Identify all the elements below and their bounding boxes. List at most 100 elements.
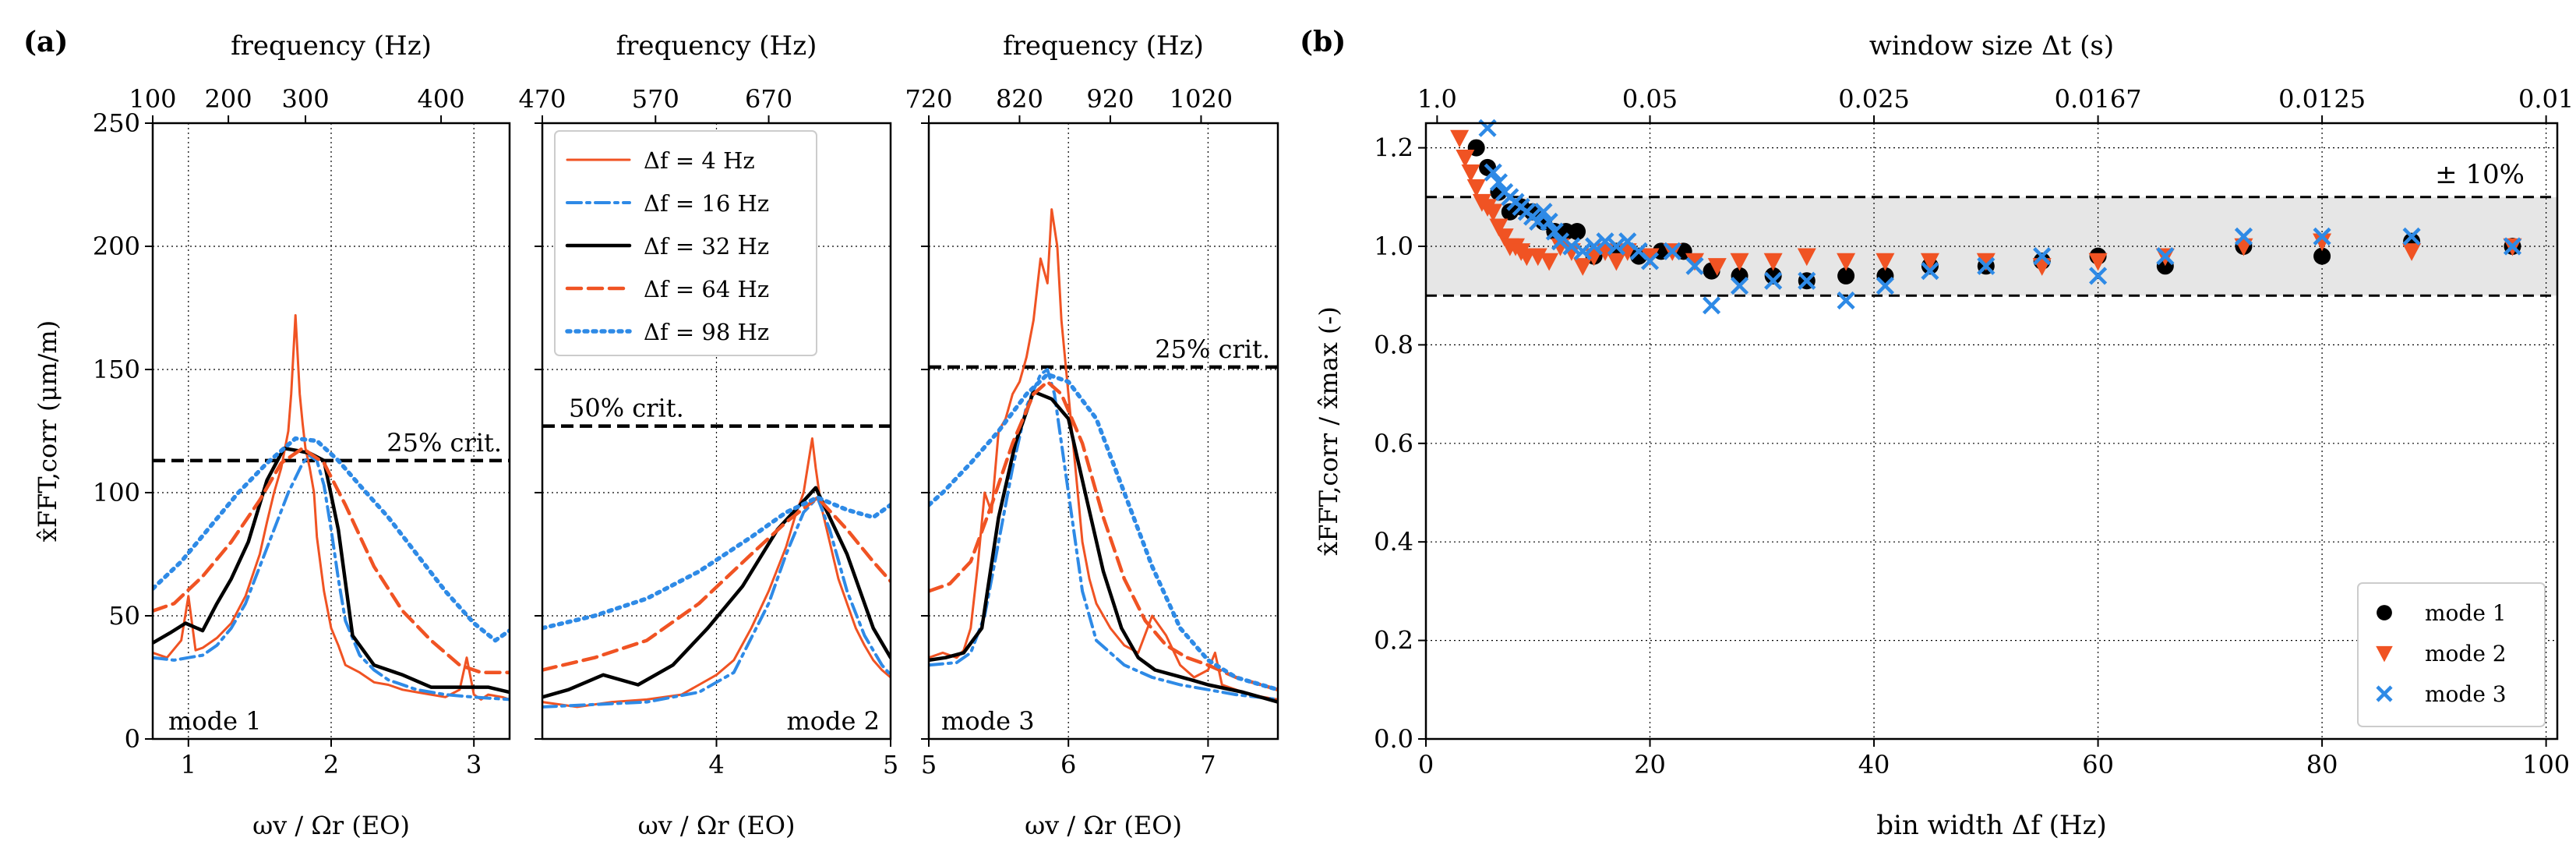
series-line-4 [153,446,510,674]
data-point [1456,150,1475,168]
x-axis-title: ωv / Ωr (EO) [638,811,796,840]
top-tick-label: 100 [129,84,176,114]
series-group [929,208,1278,704]
data-point [1837,253,1856,271]
data-point [2313,227,2331,246]
y-tick-label: 0.6 [1374,429,1413,458]
top-tick-label: 0.0167 [2055,84,2142,114]
data-point [1730,253,1749,271]
axes-frame [927,122,1279,741]
data-point [1764,271,1783,290]
data-point [1528,248,1547,267]
data-point [1876,276,1895,295]
chart-mode2: 4 5 470 570 670 frequency (Hz) ωv / Ωr (EO) 50%… [518,30,898,840]
x-tick-label: 1 [181,750,196,779]
top-tick-label: 920 [1086,84,1134,114]
data-point [1663,242,1681,260]
x-tick-label: 6 [1060,750,1076,779]
data-point [1976,253,1996,271]
top-tick-label: 1020 [1170,84,1233,114]
legend-marker-2 [2376,645,2393,663]
data-point [1921,262,1939,281]
data-point [2088,267,2108,285]
data-point [1640,252,1660,270]
data-point [1484,163,1502,182]
data-point [1450,129,1470,148]
legend-entry-1: mode 1 [2425,600,2507,626]
x-tick-label: 80 [2306,750,2338,779]
x-tick-label: 0 [1418,750,1434,779]
legend-box [2357,582,2546,727]
data-point [1977,256,1996,275]
series-line-5 [542,495,891,631]
x-tick-label: 3 [466,750,482,779]
x-tick-label: 5 [883,750,898,779]
threshold-label: 25% crit. [386,428,502,458]
series-legend: Δf = 4 Hz Δf = 16 Hz Δf = 32 Hz Δf = 64 Hz Δ… [554,130,817,356]
y-tick-label: 1.2 [1374,133,1413,163]
data-point [1484,203,1503,222]
series-line-3 [929,390,1278,704]
series-group [542,437,891,709]
data-point [1494,228,1514,246]
legend-entry-4: Δf = 64 Hz [644,276,769,302]
data-point [2402,243,2422,261]
panel-label-b: (b) [1300,26,1346,58]
legend-entry-2: Δf = 16 Hz [644,190,769,217]
data-point [1540,253,1559,271]
data-point [1607,237,1625,256]
top-tick-label: 0.025 [1838,84,1910,114]
data-point [1523,203,1541,221]
legend-entry-3: mode 3 [2425,681,2507,707]
data-point [1540,212,1558,231]
data-point [2503,237,2522,256]
top-tick-label: 470 [518,84,566,114]
top-axis-title: window size Δt (s) [1869,30,2114,62]
data-point [1876,253,1895,271]
data-point [1763,253,1783,271]
threshold-label: 25% crit. [1155,334,1270,364]
series-line-4 [542,496,891,672]
y-tick-label: 100 [93,478,140,507]
legend-marker-3 [2376,685,2393,702]
data-point [2156,247,2175,266]
top-tick-label: 0.05 [1622,84,1678,114]
data-point [1551,232,1570,251]
x-axis-title: ωv / Ωr (EO) [1025,811,1182,840]
data-point [1585,237,1604,256]
series-line-1 [153,314,510,701]
top-tick-label: 0.01 [2518,84,2574,114]
top-tick-label: 570 [632,84,679,114]
legend-entry-5: Δf = 98 Hz [644,319,769,345]
top-tick-label: 820 [996,84,1043,114]
series-line-5 [929,372,1278,692]
x-tick-label: 40 [1858,750,1890,779]
y-tick-label: 150 [93,355,140,384]
top-tick-label: 670 [745,84,792,114]
x-tick-label: 4 [708,750,724,779]
y-tick-label: 0.0 [1374,724,1413,754]
y-axis-title: x̂FFT,corr / x̂max (-) [1314,306,1343,556]
top-tick-label: 400 [418,84,465,114]
top-tick-label: 300 [281,84,329,114]
top-tick-label: 720 [905,84,952,114]
data-point [2402,227,2421,246]
x-tick-label: 5 [921,750,937,779]
data-point [1534,203,1553,221]
data-point [1607,253,1626,271]
series-line-5 [153,436,510,643]
data-point [1640,248,1660,267]
top-axis-title: frequency (Hz) [616,30,817,62]
data-point [2313,247,2331,265]
data-point [1573,258,1593,276]
y-tick-label: 0.8 [1374,330,1413,359]
data-point [1545,222,1564,241]
series-line-1 [929,208,1278,701]
chart-mode3: 5 6 7 720 820 920 1020 frequency (Hz) ωv / Ωr (E… [905,30,1279,840]
data-point [1797,248,1816,267]
top-axis-title: frequency (Hz) [1003,30,1204,62]
y-tick-label: 0.2 [1374,626,1413,656]
x-tick-label: 2 [323,750,339,779]
legend-entry-3: Δf = 32 Hz [644,233,769,260]
